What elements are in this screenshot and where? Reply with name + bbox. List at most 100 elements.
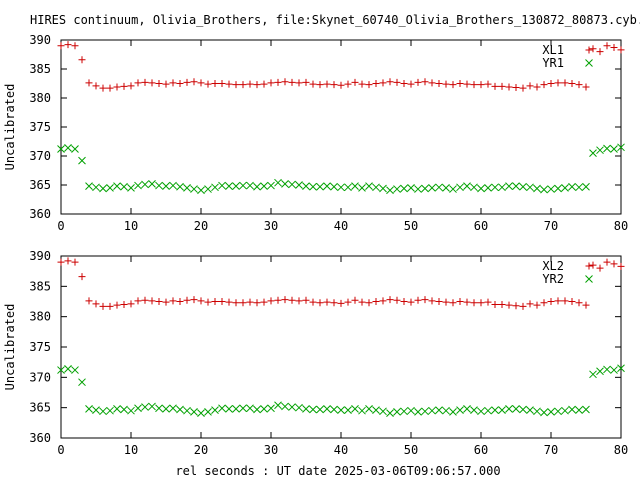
- x-tick-label: 0: [57, 219, 64, 233]
- data-point: [148, 79, 156, 87]
- data-point: [526, 82, 534, 90]
- data-point: [190, 78, 198, 86]
- data-point: [589, 149, 597, 157]
- data-point: [316, 299, 324, 307]
- data-point: [533, 407, 541, 416]
- data-point: [463, 405, 471, 413]
- data-point: [505, 301, 513, 309]
- x-tick-label: 50: [404, 443, 418, 457]
- data-point: [64, 41, 72, 49]
- data-point: [183, 78, 191, 86]
- x-tick-label: 40: [334, 443, 348, 457]
- data-point: [78, 273, 86, 281]
- data-point: [309, 405, 317, 414]
- data-point: [533, 301, 541, 309]
- data-point: [267, 79, 275, 87]
- data-point: [134, 297, 142, 305]
- data-point: [372, 80, 380, 87]
- data-point: [113, 301, 121, 309]
- data-point: [561, 406, 569, 415]
- data-point: [218, 80, 226, 87]
- data-point: [470, 406, 478, 414]
- data-point: [176, 405, 184, 414]
- x-tick-label: 80: [614, 443, 628, 457]
- data-point: [393, 408, 401, 416]
- data-point: [519, 84, 527, 92]
- data-point: [589, 370, 597, 379]
- series-YR2: [57, 364, 625, 417]
- data-point: [470, 183, 478, 192]
- data-point: [575, 299, 583, 307]
- data-point: [498, 406, 506, 414]
- data-point: [379, 297, 387, 305]
- data-point: [309, 80, 317, 88]
- x-tick-label: 60: [474, 443, 488, 457]
- data-point: [281, 402, 289, 411]
- data-point: [246, 80, 254, 88]
- x-tick-label: 70: [544, 219, 558, 233]
- data-point: [253, 81, 261, 89]
- data-point: [512, 182, 520, 191]
- data-point: [225, 182, 233, 191]
- data-point: [148, 297, 156, 305]
- data-point: [197, 186, 205, 195]
- data-point: [57, 145, 65, 153]
- data-point: [92, 406, 100, 414]
- legend-label: XL1: [542, 43, 564, 57]
- data-point: [554, 79, 562, 87]
- data-point: [239, 299, 247, 307]
- data-point: [393, 296, 401, 304]
- data-point: [281, 179, 289, 188]
- x-tick-label: 0: [57, 443, 64, 457]
- data-point: [288, 78, 296, 86]
- data-point: [456, 80, 464, 87]
- data-point: [113, 83, 121, 91]
- data-point: [491, 183, 499, 192]
- x-axis-label: rel seconds : UT date 2025-03-06T09:06:5…: [175, 464, 500, 478]
- data-point: [127, 300, 135, 308]
- data-point: [582, 182, 590, 191]
- data-point: [414, 78, 422, 86]
- data-point: [197, 409, 205, 417]
- data-point: [568, 405, 576, 414]
- data-point: [519, 405, 527, 414]
- data-point: [351, 182, 359, 191]
- data-point: [162, 182, 170, 191]
- data-point: [561, 79, 569, 87]
- data-point: [239, 81, 247, 89]
- data-point: [316, 405, 324, 414]
- legend-marker: [585, 275, 593, 283]
- data-point: [449, 81, 457, 89]
- data-point: [491, 406, 499, 414]
- data-point: [274, 296, 282, 304]
- data-point: [183, 296, 191, 304]
- data-point: [526, 300, 534, 308]
- data-point: [568, 298, 576, 305]
- data-point: [358, 184, 366, 192]
- data-point: [365, 299, 373, 307]
- data-point: [449, 408, 457, 416]
- data-point: [344, 183, 352, 192]
- data-point: [617, 46, 625, 54]
- data-point: [442, 298, 450, 306]
- data-point: [407, 406, 415, 415]
- data-point: [428, 79, 436, 87]
- data-point: [610, 44, 618, 52]
- chart-title: HIRES continuum, Olivia_Brothers, file:S…: [30, 13, 640, 27]
- data-point: [309, 298, 317, 306]
- data-point: [358, 406, 366, 415]
- data-point: [71, 42, 79, 50]
- data-point: [162, 80, 170, 88]
- data-point: [575, 183, 583, 192]
- data-point: [456, 183, 464, 192]
- data-point: [211, 298, 219, 305]
- data-point: [589, 261, 597, 269]
- data-point: [120, 301, 128, 309]
- data-point: [239, 181, 247, 190]
- data-point: [71, 258, 79, 266]
- data-point: [498, 183, 506, 192]
- data-point: [512, 84, 520, 92]
- data-point: [512, 405, 520, 413]
- data-point: [554, 184, 562, 193]
- data-point: [302, 78, 310, 86]
